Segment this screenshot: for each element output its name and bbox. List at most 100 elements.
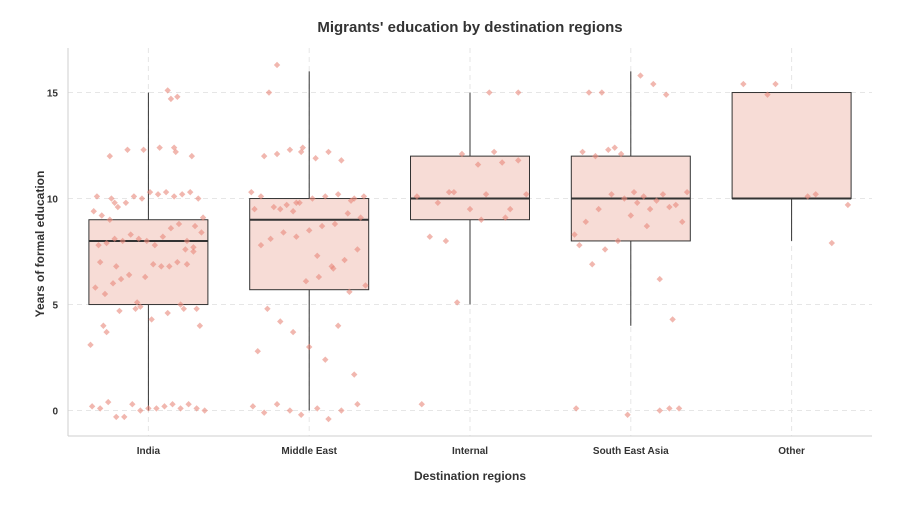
data-point	[482, 191, 490, 198]
data-point	[111, 199, 118, 206]
data-point	[289, 328, 297, 336]
data-point	[413, 193, 421, 200]
data-point	[119, 237, 126, 245]
boxes	[88, 71, 852, 411]
y-tick-label: 5	[52, 301, 58, 312]
data-point	[572, 405, 580, 412]
data-point	[640, 193, 647, 200]
data-point	[143, 237, 150, 245]
data-point	[656, 407, 663, 414]
data-point	[576, 241, 583, 249]
data-point	[162, 188, 170, 196]
data-point	[248, 188, 255, 196]
data-point	[507, 205, 514, 213]
data-point	[177, 301, 184, 308]
data-point	[187, 188, 194, 196]
data-point	[116, 307, 123, 315]
data-point	[195, 195, 202, 202]
data-point	[325, 415, 332, 423]
data-point	[151, 241, 159, 249]
data-point	[130, 193, 138, 200]
data-point	[93, 193, 101, 200]
data-point	[183, 237, 191, 245]
data-point	[302, 278, 310, 285]
data-point	[314, 252, 321, 259]
data-point	[325, 148, 332, 156]
data-point	[614, 237, 622, 245]
data-point	[103, 328, 110, 336]
data-point	[264, 305, 271, 312]
data-point	[137, 303, 144, 310]
data-point	[98, 212, 105, 219]
data-point	[185, 400, 192, 408]
data-point	[490, 148, 498, 156]
data-point	[146, 188, 154, 196]
data-point	[595, 205, 602, 213]
data-point	[96, 258, 104, 266]
data-point	[331, 220, 339, 228]
data-point	[113, 263, 120, 270]
data-point	[630, 188, 638, 196]
data-point	[133, 299, 141, 306]
data-point	[174, 93, 181, 100]
box-iqr	[88, 219, 209, 306]
data-point	[95, 241, 102, 249]
data-point	[634, 199, 641, 206]
x-tick-label: Middle East	[281, 446, 337, 457]
data-point	[257, 193, 265, 200]
data-point	[844, 201, 852, 209]
data-point	[624, 411, 631, 418]
data-point	[617, 150, 625, 158]
data-point	[740, 80, 747, 88]
data-point	[354, 400, 361, 408]
data-point	[164, 87, 171, 94]
data-point	[265, 89, 273, 96]
jitter-points	[87, 61, 852, 423]
data-point	[117, 275, 125, 283]
data-point	[140, 146, 147, 153]
data-point	[334, 191, 342, 198]
data-point	[175, 220, 183, 228]
data-point	[351, 195, 358, 202]
x-tick-label: Internal	[452, 446, 488, 457]
x-axis-title: Destination regions	[414, 469, 526, 483]
x-tick-label: India	[137, 446, 161, 457]
data-point	[309, 195, 316, 202]
data-point	[267, 235, 274, 243]
data-point	[111, 235, 118, 243]
data-point	[277, 318, 284, 325]
data-point	[153, 405, 160, 412]
data-point	[322, 356, 329, 363]
y-tick-label: 15	[47, 89, 59, 100]
data-point	[474, 161, 482, 168]
data-point	[679, 218, 686, 226]
data-point	[772, 80, 779, 88]
data-point	[106, 216, 114, 223]
data-point	[804, 193, 811, 200]
data-point	[88, 403, 96, 410]
data-point	[346, 288, 353, 296]
data-point	[132, 305, 139, 312]
data-point	[515, 157, 522, 164]
data-point	[683, 188, 691, 196]
data-point	[341, 256, 348, 264]
data-point	[103, 239, 110, 247]
data-point	[280, 229, 287, 236]
box-iqr	[249, 198, 370, 291]
data-point	[828, 239, 835, 247]
data-point	[675, 405, 683, 412]
data-point	[161, 403, 168, 410]
data-point	[199, 214, 207, 221]
data-point	[141, 273, 149, 281]
data-point	[167, 95, 175, 103]
data-point	[198, 229, 205, 236]
data-point	[666, 203, 673, 211]
axes: 0 5 10 15 India Middle East Internal South East…	[47, 48, 872, 457]
data-point	[611, 144, 618, 151]
data-point	[418, 400, 425, 408]
y-tick-label: 0	[52, 407, 58, 418]
data-point	[318, 222, 326, 230]
data-point	[334, 322, 342, 329]
